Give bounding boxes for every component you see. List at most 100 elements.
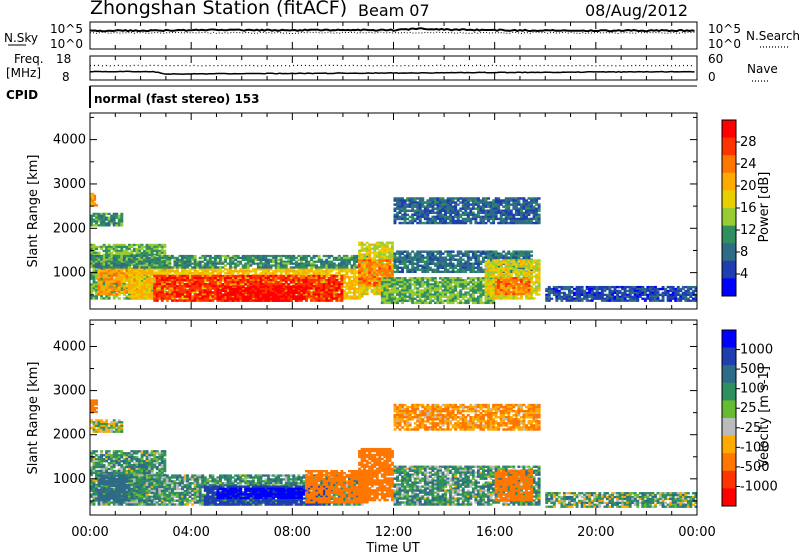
heatmap-cell — [95, 218, 98, 221]
heatmap-cell — [186, 264, 190, 267]
heatmap-cell — [294, 274, 298, 278]
heatmap-cell — [224, 289, 227, 293]
heatmap-cell — [140, 262, 144, 265]
heatmap-cell — [269, 281, 273, 284]
heatmap-cell — [416, 268, 420, 272]
heatmap-cell — [385, 255, 389, 258]
heatmap-cell — [163, 260, 167, 263]
heatmap-cell — [388, 269, 392, 273]
heatmap-cell — [267, 266, 270, 269]
heatmap-cell — [135, 283, 139, 287]
heatmap-cell — [355, 287, 359, 290]
heatmap-cell — [107, 251, 111, 255]
heatmap-cell — [307, 287, 311, 290]
heatmap-cell — [287, 289, 291, 293]
heatmap-cell — [307, 297, 311, 300]
heatmap-cell — [272, 258, 276, 261]
heatmap-cell — [218, 260, 222, 263]
heatmap-cell — [421, 301, 425, 305]
heatmap-cell — [368, 283, 372, 287]
heatmap-cell — [307, 276, 311, 280]
heatmap-cell — [107, 280, 111, 283]
heatmap-cell — [249, 264, 253, 267]
heatmap-cell — [479, 279, 483, 282]
heatmap-cell — [254, 254, 258, 258]
heatmap-cell — [304, 254, 308, 258]
heatmap-cell — [299, 260, 303, 263]
heatmap-cell — [408, 277, 412, 280]
heatmap-cell — [368, 251, 372, 254]
heatmap-cell — [165, 276, 169, 280]
heatmap-cell — [133, 260, 136, 263]
heatmap-cell — [140, 260, 144, 263]
heatmap-cell — [115, 256, 119, 260]
heatmap-cell — [183, 272, 187, 275]
heatmap-cell — [224, 274, 227, 278]
heatmap-cell — [112, 222, 116, 225]
heatmap-cell — [201, 274, 205, 277]
heatmap-cell — [193, 260, 197, 263]
heatmap-cell — [122, 293, 126, 296]
heatmap-cell — [92, 245, 96, 249]
heatmap-cell — [196, 283, 200, 286]
heatmap-cell — [297, 283, 301, 286]
heatmap-cell — [231, 283, 235, 287]
heatmap-cell — [193, 278, 197, 282]
heatmap-cell — [127, 258, 131, 261]
heatmap-cell — [299, 291, 303, 294]
heatmap-cell — [261, 295, 265, 298]
heatmap-cell — [102, 253, 106, 257]
heatmap-cell — [292, 266, 296, 269]
heatmap-cell — [117, 268, 121, 271]
heatmap-cell — [127, 266, 131, 269]
heatmap-cell — [140, 285, 144, 288]
heatmap-cell — [224, 299, 227, 302]
heatmap-cell — [297, 258, 301, 261]
heatmap-cell — [439, 250, 442, 253]
heatmap-cell — [105, 280, 109, 283]
heatmap-cell — [178, 281, 182, 284]
heatmap-cell — [130, 275, 134, 279]
heatmap-cell — [388, 241, 392, 244]
heatmap-cell — [444, 289, 448, 292]
heatmap-cell — [360, 275, 364, 279]
heatmap-cell — [256, 291, 260, 295]
heatmap-cell — [418, 254, 422, 257]
heatmap-cell — [325, 297, 329, 300]
heatmap-cell — [365, 267, 369, 270]
heatmap-cell — [117, 290, 121, 294]
heatmap-cell — [203, 262, 207, 265]
heatmap-cell — [251, 291, 255, 295]
heatmap-cell — [363, 271, 367, 275]
heatmap-cell — [211, 274, 215, 278]
heatmap-cell — [196, 264, 200, 267]
heatmap-cell — [304, 266, 308, 269]
heatmap-cell — [269, 289, 273, 292]
heatmap-cell — [337, 268, 341, 271]
heatmap-cell — [143, 277, 147, 280]
heatmap-cell — [140, 266, 144, 269]
heatmap-cell — [390, 295, 394, 298]
heatmap-cell — [297, 274, 301, 277]
heatmap-cell — [461, 295, 465, 298]
heatmap-cell — [186, 256, 190, 260]
heatmap-cell — [340, 264, 344, 267]
heatmap-cell — [444, 277, 448, 280]
heatmap-cell — [378, 261, 382, 264]
heatmap-cell — [120, 264, 124, 267]
heatmap-cell — [340, 293, 344, 296]
heatmap-cell — [122, 256, 126, 260]
heatmap-cell — [408, 299, 412, 303]
heatmap-cell — [249, 260, 253, 263]
heatmap-cell — [90, 243, 93, 247]
heatmap-cell — [375, 288, 379, 292]
heatmap-cell — [229, 264, 233, 267]
heatmap-cell — [423, 283, 427, 286]
heatmap-cell — [97, 284, 101, 288]
heatmap-cell — [102, 218, 106, 221]
heatmap-cell — [418, 285, 422, 288]
heatmap-cell — [120, 290, 124, 294]
heatmap-cell — [186, 272, 190, 275]
heatmap-cell — [421, 291, 425, 294]
heatmap-cell — [160, 287, 164, 290]
